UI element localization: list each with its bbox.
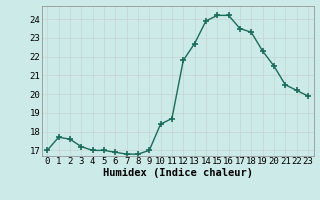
X-axis label: Humidex (Indice chaleur): Humidex (Indice chaleur) bbox=[103, 168, 252, 178]
